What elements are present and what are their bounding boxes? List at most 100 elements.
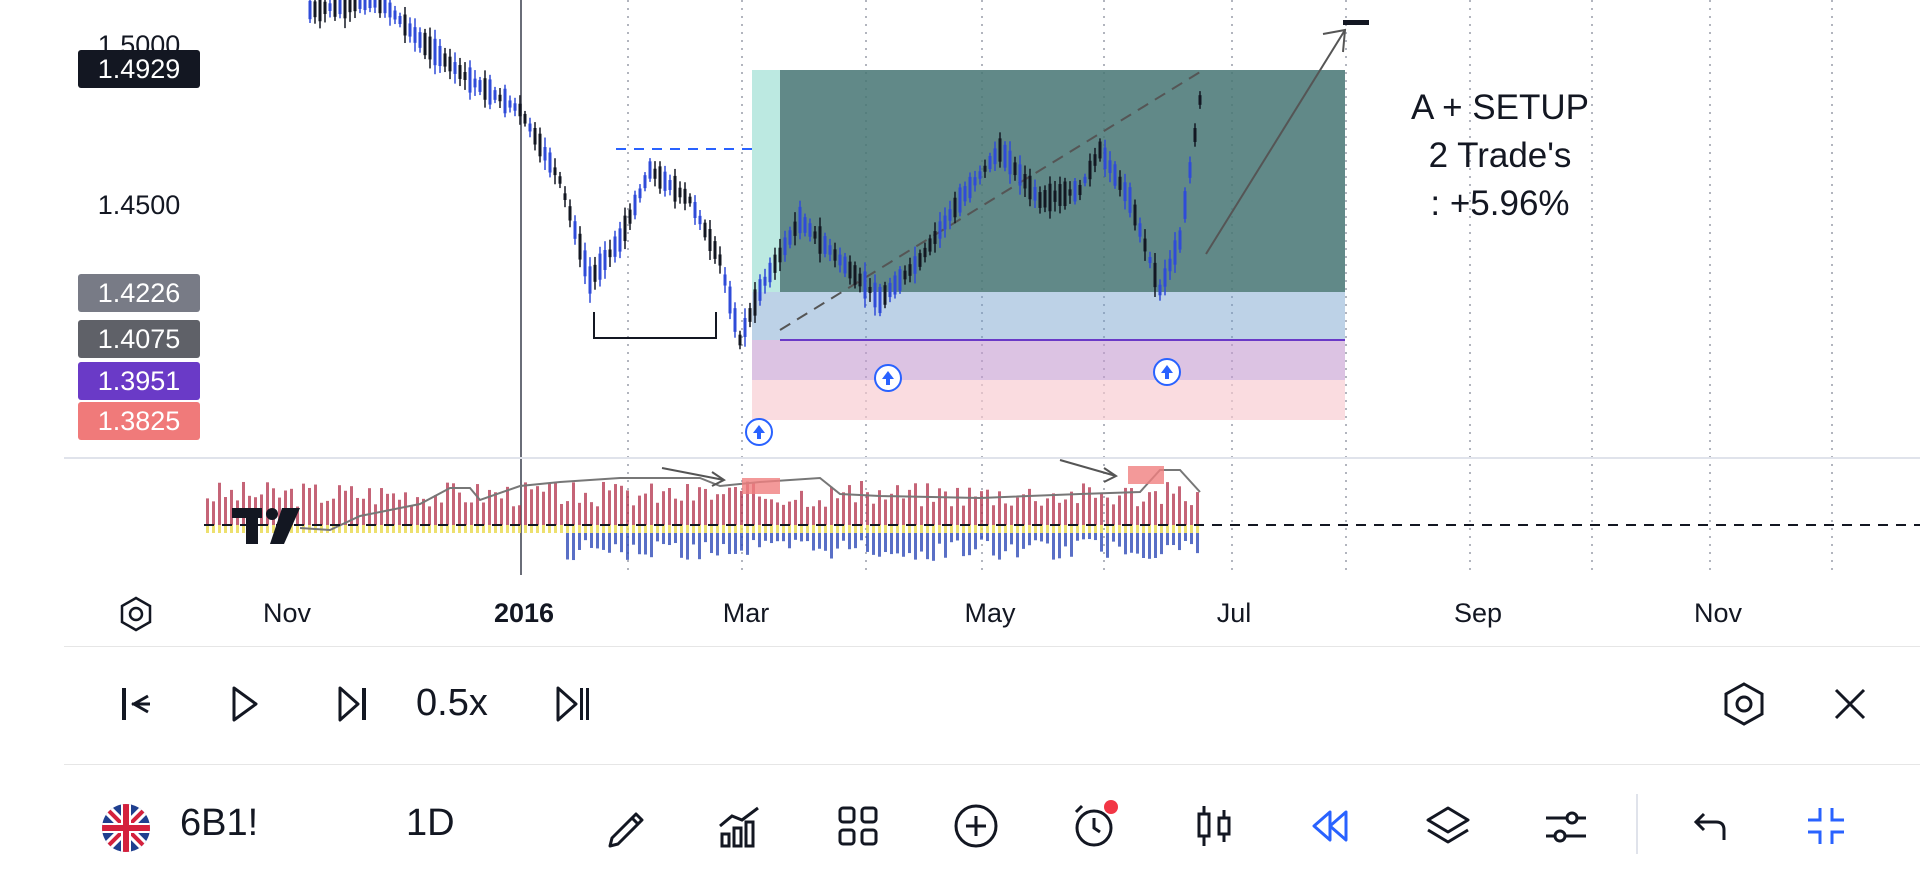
- indicator-bar: [632, 505, 635, 525]
- indicator-bar: [704, 525, 707, 533]
- indicator-bar: [290, 488, 293, 525]
- indicator-bar: [482, 502, 485, 525]
- indicator-bar: [794, 533, 797, 540]
- candle-body: [1148, 256, 1152, 264]
- indicator-bar: [380, 488, 383, 525]
- candle-body: [328, 3, 332, 11]
- jump-to-realtime-button[interactable]: [544, 676, 600, 732]
- select-start-button[interactable]: [106, 676, 162, 732]
- indicator-bar: [1172, 525, 1175, 533]
- indicator-bar: [782, 504, 785, 525]
- close-replay-button[interactable]: [1822, 676, 1878, 732]
- indicator-bar: [434, 525, 437, 533]
- candle-body: [1048, 183, 1052, 212]
- alerts-button[interactable]: [1062, 794, 1126, 858]
- candle-body: [988, 155, 992, 170]
- indicator-bar: [506, 486, 509, 525]
- chart-pane[interactable]: 1.5000 1.4500 1.4929 1.4226 1.4075 1.395…: [0, 0, 1920, 600]
- indicator-bar: [1034, 525, 1037, 533]
- indicator-bar: [818, 525, 821, 533]
- indicator-bar: [638, 525, 641, 533]
- indicator-bar: [590, 502, 593, 525]
- step-forward-icon: [338, 686, 366, 722]
- layout-button[interactable]: [826, 794, 890, 858]
- play-button[interactable]: [216, 676, 272, 732]
- replay-speed[interactable]: 0.5x: [416, 682, 488, 724]
- indicator-bar: [764, 533, 767, 541]
- indicator-bar: [512, 525, 515, 533]
- indicator-bar: [1010, 505, 1013, 525]
- time-axis[interactable]: Nov 2016 Mar May Jul Sep Nov: [0, 586, 1920, 646]
- candle-body: [783, 237, 787, 256]
- indicator-bar: [272, 525, 275, 533]
- indicator-bar: [326, 500, 329, 525]
- indicator-bar: [206, 525, 209, 533]
- candle-body: [483, 78, 487, 100]
- candle-body: [828, 245, 832, 255]
- settings-icon: [1724, 682, 1764, 726]
- candle-body: [353, 0, 357, 12]
- indicator-bar: [818, 533, 821, 549]
- replay-settings-button[interactable]: [1716, 676, 1772, 732]
- indicator-bar: [1046, 498, 1049, 525]
- volume-indicator: [206, 481, 1199, 561]
- layers-button[interactable]: [1416, 794, 1480, 858]
- chart-type-button[interactable]: [1182, 794, 1246, 858]
- indicator-bar: [1088, 533, 1091, 540]
- undo-button[interactable]: [1676, 794, 1740, 858]
- add-button[interactable]: [944, 794, 1008, 858]
- indicator-bar: [752, 533, 755, 541]
- candle-body: [698, 215, 702, 225]
- indicator-bar: [656, 502, 659, 525]
- indicator-bar: [1034, 533, 1037, 541]
- settings-button[interactable]: [1534, 794, 1598, 858]
- setup-annotation[interactable]: A + SETUP 2 Trade's : +5.96%: [1360, 84, 1640, 228]
- candle-body: [678, 187, 682, 198]
- candle-body: [398, 16, 402, 24]
- indicator-bar: [596, 525, 599, 533]
- indicator-bar: [824, 506, 827, 525]
- uk-flag-icon[interactable]: [102, 804, 150, 852]
- axis-settings-icon[interactable]: [116, 594, 156, 634]
- indicator-bar: [626, 490, 629, 525]
- step-forward-button[interactable]: [324, 676, 380, 732]
- candle-body: [1073, 181, 1077, 202]
- indicator-bar: [1196, 533, 1199, 554]
- candle-body: [973, 177, 977, 186]
- indicator-bar: [1160, 503, 1163, 525]
- drawing-tools-button[interactable]: [594, 794, 658, 858]
- indicator-bar: [1010, 533, 1013, 545]
- price-chart[interactable]: [0, 0, 1920, 600]
- indicator-bar: [1106, 497, 1109, 525]
- indicator-bar: [812, 525, 815, 533]
- price-tag: 1.4075: [78, 320, 200, 358]
- buy-signal-icon: [1153, 358, 1181, 386]
- indicator-bar: [446, 525, 449, 533]
- indicator-bar: [644, 525, 647, 533]
- candle-body: [663, 171, 667, 191]
- indicator-bar: [794, 499, 797, 525]
- indicator-bar: [572, 525, 575, 533]
- candle-body: [1053, 190, 1057, 202]
- interval-button[interactable]: 1D: [406, 802, 455, 844]
- indicator-bar: [620, 525, 623, 533]
- indicator-bar: [1100, 525, 1103, 533]
- candle-body: [658, 166, 662, 189]
- collapse-button[interactable]: [1794, 794, 1858, 858]
- indicator-bar: [1124, 525, 1127, 533]
- indicator-bar: [1058, 502, 1061, 525]
- symbol-button[interactable]: 6B1!: [180, 802, 259, 844]
- indicator-bar: [410, 506, 413, 525]
- indicator-bar: [1022, 533, 1025, 549]
- candle-body: [953, 197, 957, 218]
- indicator-bar: [524, 482, 527, 525]
- indicator-bar: [848, 525, 851, 533]
- indicator-bar: [752, 525, 755, 533]
- candle-body: [1188, 162, 1192, 178]
- indicator-bar: [464, 525, 467, 533]
- indicators-button[interactable]: [708, 794, 772, 858]
- indicator-bar: [608, 533, 611, 553]
- candle-body: [938, 221, 942, 239]
- replay-mode-button[interactable]: [1298, 794, 1362, 858]
- indicator-bar: [596, 533, 599, 549]
